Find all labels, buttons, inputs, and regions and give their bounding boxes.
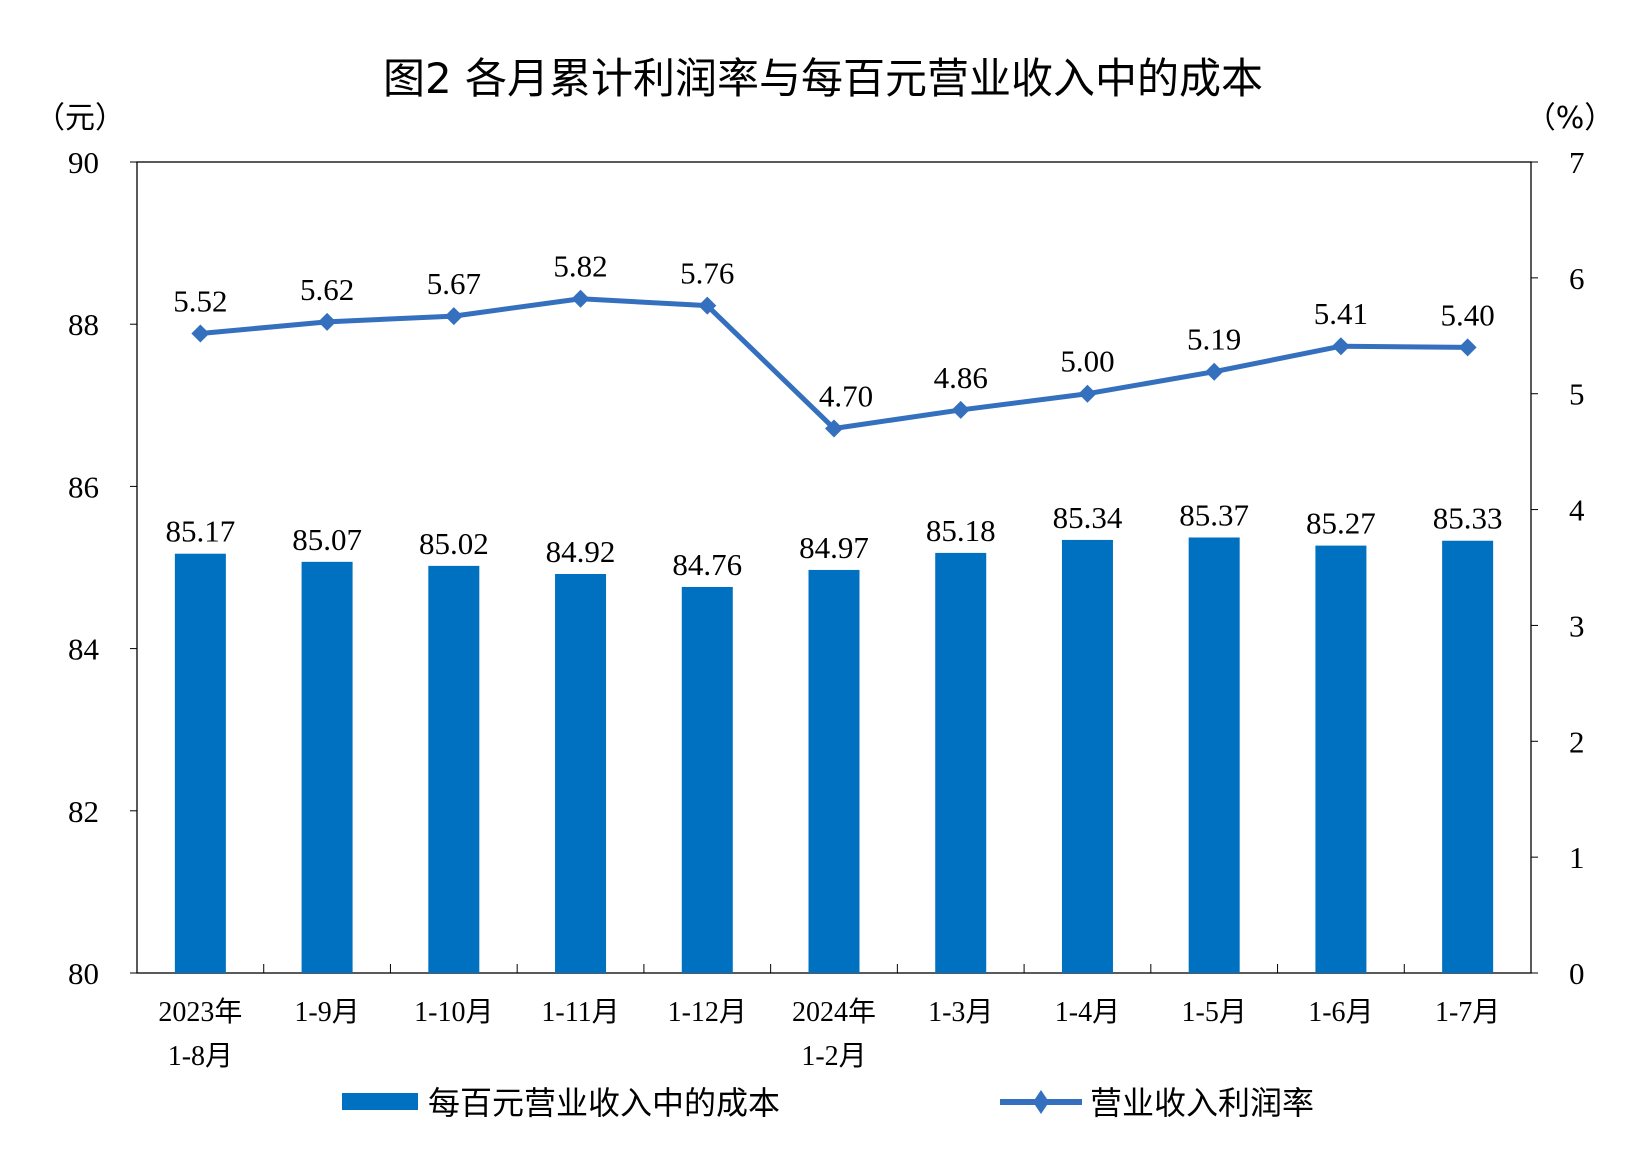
bar-data-label: 85.33 — [1433, 501, 1503, 536]
right-tick-label: 7 — [1569, 145, 1585, 180]
left-tick-label: 82 — [68, 794, 99, 829]
category-label: 1-2月 — [801, 1041, 866, 1072]
bar — [1315, 545, 1367, 973]
right-tick-label: 1 — [1569, 840, 1585, 875]
bar — [555, 573, 607, 973]
left-axis-unit: （元） — [35, 101, 125, 136]
bar-data-label: 85.17 — [165, 514, 235, 549]
line-data-label: 5.00 — [1060, 344, 1114, 379]
line-data-label: 5.40 — [1441, 297, 1495, 332]
line-point — [951, 400, 970, 419]
bar — [1061, 539, 1113, 973]
bar — [301, 561, 353, 973]
bar — [1442, 540, 1494, 973]
right-tick-label: 6 — [1569, 261, 1585, 296]
bar — [174, 553, 226, 973]
bar-data-label: 85.34 — [1053, 500, 1123, 535]
right-tick-label: 2 — [1569, 724, 1585, 759]
category-label: 1-6月 — [1308, 997, 1373, 1028]
bar-data-label: 84.76 — [672, 547, 742, 582]
right-tick-label: 0 — [1569, 956, 1585, 991]
line-point — [191, 324, 210, 343]
line-data-label: 4.70 — [819, 378, 873, 413]
line-data-label: 5.76 — [680, 256, 734, 291]
bar — [935, 552, 987, 973]
bar-data-label: 85.37 — [1179, 497, 1249, 532]
chart-title: 图2 各月累计利润率与每百元营业收入中的成本 — [383, 54, 1263, 103]
category-label: 1-5月 — [1182, 997, 1247, 1028]
line-point — [1078, 384, 1097, 403]
right-tick-label: 4 — [1569, 493, 1585, 528]
category-label: 1-11月 — [541, 997, 619, 1028]
category-label: 2024年 — [792, 996, 876, 1028]
bar-data-label: 85.27 — [1306, 506, 1376, 541]
left-tick-label: 86 — [68, 469, 99, 504]
line-data-label: 5.67 — [427, 266, 481, 301]
line-point — [1331, 337, 1350, 356]
line-data-label: 5.62 — [300, 272, 354, 307]
bar-data-label: 85.18 — [926, 513, 996, 548]
bar — [681, 586, 733, 973]
bar — [1188, 537, 1240, 973]
category-label: 1-4月 — [1055, 997, 1120, 1028]
legend-bar-swatch — [342, 1093, 418, 1110]
line-data-label: 5.82 — [553, 249, 607, 284]
bar-data-label: 85.07 — [292, 522, 362, 557]
bar — [808, 569, 860, 973]
line-data-label: 5.52 — [173, 283, 227, 318]
left-tick-label: 84 — [68, 632, 100, 667]
bar — [428, 565, 480, 973]
line-point — [825, 419, 843, 438]
line-data-label: 4.86 — [934, 360, 988, 395]
left-tick-label: 80 — [68, 956, 99, 991]
legend-diamond-icon — [1033, 1090, 1049, 1114]
line-point — [571, 289, 590, 308]
line-point — [318, 312, 337, 331]
legend: 每百元营业收入中的成本 营业收入利润率 — [342, 1084, 1314, 1122]
category-label: 1-3月 — [928, 997, 993, 1028]
left-tick-label: 88 — [68, 307, 99, 342]
line-point — [1205, 362, 1224, 381]
bar-data-label: 84.97 — [799, 530, 869, 565]
line-data-label: 5.41 — [1314, 296, 1368, 331]
legend-bar-label: 每百元营业收入中的成本 — [428, 1084, 780, 1122]
left-tick-label: 90 — [68, 145, 99, 180]
category-label: 1-10月 — [414, 997, 493, 1028]
category-label: 1-7月 — [1435, 997, 1500, 1028]
right-tick-label: 5 — [1569, 377, 1585, 412]
category-label: 2023年 — [158, 996, 242, 1028]
line-data-label: 5.19 — [1187, 322, 1241, 357]
legend-line-label: 营业收入利润率 — [1090, 1084, 1314, 1122]
category-label: 1-12月 — [668, 997, 747, 1028]
line-point — [444, 307, 463, 326]
right-axis-unit: （%） — [1526, 101, 1615, 136]
category-label: 1-9月 — [294, 997, 359, 1028]
right-tick-label: 3 — [1569, 608, 1585, 643]
bar-data-label: 85.02 — [419, 526, 489, 561]
line-point — [698, 296, 717, 315]
line-point — [1458, 338, 1477, 357]
bar-data-label: 84.92 — [546, 534, 616, 569]
category-label: 1-8月 — [168, 1041, 233, 1072]
